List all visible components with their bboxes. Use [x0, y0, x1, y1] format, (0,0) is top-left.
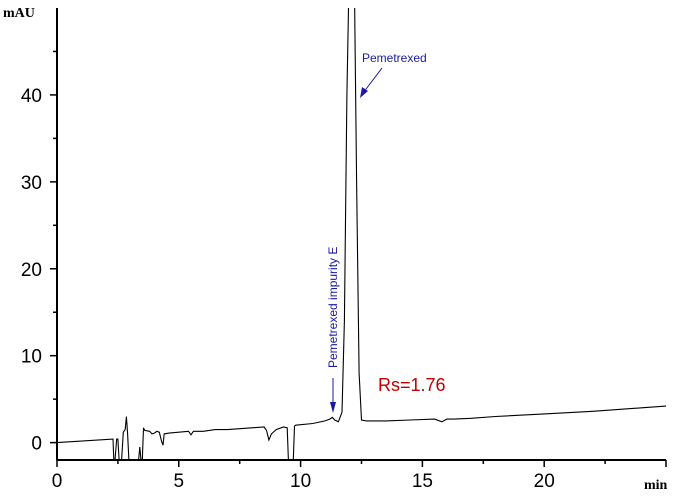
arrow-pemetrexed-head	[360, 87, 368, 98]
y-tick-label: 10	[21, 347, 42, 368]
x-tick-label: 10	[290, 471, 311, 492]
axes	[56, 8, 666, 461]
y-tick-label: 20	[21, 260, 42, 281]
y-tick-label: 40	[21, 86, 42, 107]
ticks: 0 5 10 15 20 0 10 20 30 40	[21, 50, 667, 492]
x-tick-label: 5	[174, 471, 185, 492]
x-axis-unit: min	[644, 478, 668, 493]
annotation-pemetrexed: Pemetrexed	[362, 51, 427, 65]
annotation-resolution: Rs=1.76	[378, 375, 446, 395]
arrow-pemetrexed-shaft	[362, 67, 383, 94]
x-tick-label: 20	[534, 471, 555, 492]
x-tick-label: 0	[52, 471, 63, 492]
x-tick-label: 15	[412, 471, 433, 492]
y-tick-label: 30	[21, 173, 42, 194]
y-tick-label: 0	[31, 434, 42, 455]
series-trace	[57, 8, 667, 460]
annotation-impurity-e: Pemetrexed impurity E	[326, 247, 340, 368]
arrow-impurity-head	[330, 402, 336, 413]
y-axis-unit: mAU	[3, 6, 35, 21]
